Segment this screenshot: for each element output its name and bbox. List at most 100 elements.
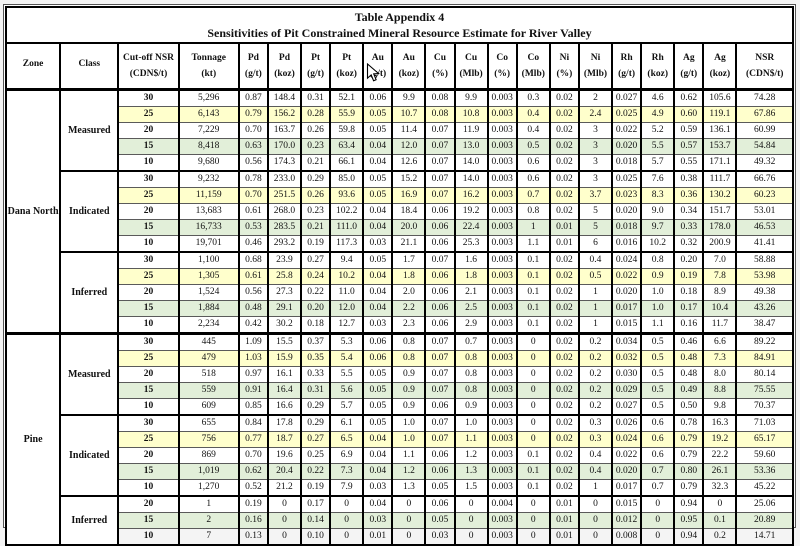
cutoff-cell: 20 (117, 366, 180, 383)
data-cell: 0.50 (673, 398, 705, 415)
data-cell: 0.06 (424, 235, 456, 252)
data-cell: 0 (266, 528, 303, 545)
data-cell: 0.22 (300, 463, 332, 480)
data-cell: 0.14 (300, 512, 332, 529)
data-cell: 1,019 (177, 463, 240, 480)
data-cell: 0.04 (362, 203, 394, 220)
data-cell: 70.37 (735, 398, 794, 415)
data-cell: 22.4 (453, 219, 489, 236)
data-cell: 16.4 (266, 382, 303, 399)
data-cell: 0.46 (673, 332, 705, 351)
data-cell: 0.31 (300, 382, 332, 399)
table-row: 10 19,701 0.46 293.2 0.19 117.3 0.03 21.1 0.06 25… (6, 235, 794, 252)
data-cell: 1,100 (177, 251, 240, 269)
data-cell: 0.05 (362, 187, 394, 204)
col-header-rh-koz: Rh (koz) (640, 43, 676, 91)
class-cell-measured: Measured (59, 89, 120, 171)
data-cell: 52.1 (329, 89, 365, 107)
data-cell: 16.9 (391, 187, 427, 204)
data-cell: 0.06 (424, 203, 456, 220)
data-cell: 0.04 (362, 154, 394, 171)
data-cell: 17.8 (266, 414, 303, 432)
data-cell: 25.3 (453, 235, 489, 252)
data-cell: 0.024 (611, 431, 643, 448)
data-cell: 148.4 (266, 89, 303, 107)
data-cell: 11.9 (453, 122, 489, 139)
data-cell: 0.48 (237, 300, 269, 317)
col-header-pd-g-t: Pd (g/t) (237, 43, 269, 91)
col-header-cut-off-nsr-cdn-t: Cut-off NSR (CDN$/t) (117, 43, 180, 91)
col-header-label: Zone (22, 59, 44, 69)
data-cell: 0.62 (673, 89, 705, 107)
data-cell: 0.17 (673, 300, 705, 317)
col-header-unit: (CDN$/t) (745, 68, 784, 79)
data-cell: 5.6 (329, 382, 365, 399)
data-cell: 0.79 (673, 447, 705, 464)
data-cell: 0.5 (640, 382, 676, 399)
zone-cell-pine: Pine (4, 332, 62, 545)
data-cell: 0.8 (515, 203, 551, 220)
data-cell: 2.0 (391, 284, 427, 301)
data-cell: 0.07 (424, 366, 456, 383)
col-header-ni-mlb: Ni (Mlb) (577, 43, 614, 91)
cutoff-cell: 30 (117, 251, 180, 269)
data-cell: 609 (177, 398, 240, 415)
table-row: Pine Measured 30 445 1.09 15.5 0.37 5.3 0.06 0.8 0… (4, 332, 794, 545)
data-cell: 0.07 (424, 122, 456, 139)
data-cell: 5.7 (640, 154, 676, 171)
col-header-co-mlb: Co (Mlb) (515, 43, 551, 91)
data-cell: 0 (640, 495, 676, 513)
cutoff-cell: 30 (117, 332, 180, 351)
data-cell: 0.04 (362, 219, 394, 236)
data-cell: 1 (177, 495, 240, 513)
data-cell: 14.0 (453, 154, 489, 171)
data-cell: 16.3 (702, 414, 738, 432)
data-cell: 0.02 (548, 89, 580, 107)
data-cell: 156.2 (266, 106, 303, 123)
data-cell: 0.03 (362, 479, 394, 496)
data-cell: 0.31 (300, 89, 332, 107)
col-header-unit: (%) (432, 68, 448, 79)
data-cell: 0.003 (486, 512, 518, 529)
data-cell: 1.1 (640, 316, 676, 334)
data-cell: 6 (577, 235, 614, 252)
cutoff-cell: 30 (117, 89, 180, 107)
data-cell: 0.06 (362, 350, 394, 367)
data-cell: 0.020 (611, 203, 643, 220)
col-header-label: Ni (590, 52, 601, 63)
data-cell: 0.28 (300, 106, 332, 123)
data-cell: 0.08 (424, 106, 456, 123)
data-cell: 0.9 (453, 398, 489, 415)
data-cell: 0.06 (424, 447, 456, 464)
data-cell: 0.003 (486, 300, 518, 317)
data-cell: 5 (577, 203, 614, 220)
data-cell: 0.020 (611, 284, 643, 301)
data-cell: 0.19 (300, 479, 332, 496)
data-cell: 0.01 (548, 495, 580, 513)
data-cell: 20.89 (735, 512, 794, 529)
data-cell: 0 (515, 366, 551, 383)
data-cell: 2.1 (453, 284, 489, 301)
data-cell: 0.027 (611, 89, 643, 107)
data-cell: 251.5 (266, 187, 303, 204)
data-cell: 0.003 (486, 332, 518, 351)
data-cell: 0.08 (424, 89, 456, 107)
col-header-label: Pt (342, 52, 352, 63)
col-header-label: Rh (651, 52, 664, 63)
data-cell: 1.1 (391, 447, 427, 464)
data-cell: 0.59 (673, 122, 705, 139)
data-cell: 0.8 (391, 350, 427, 367)
data-cell: 0.37 (300, 332, 332, 351)
data-cell: 0.21 (300, 154, 332, 171)
data-cell: 0.003 (486, 366, 518, 383)
data-cell: 0.53 (237, 219, 269, 236)
col-header-tonnage-kt: Tonnage (kt) (177, 43, 240, 91)
data-cell: 0.02 (548, 106, 580, 123)
data-cell: 0.55 (673, 154, 705, 171)
cutoff-cell: 25 (117, 106, 180, 123)
table-row: Inferred 30 1,100 0.68 23.9 0.27 9.4 0.05 1.7 0.0… (6, 251, 794, 334)
data-cell: 0.10 (300, 528, 332, 545)
col-header-label: Co (527, 52, 540, 63)
data-cell: 0 (577, 528, 614, 545)
data-cell: 9.9 (391, 89, 427, 107)
